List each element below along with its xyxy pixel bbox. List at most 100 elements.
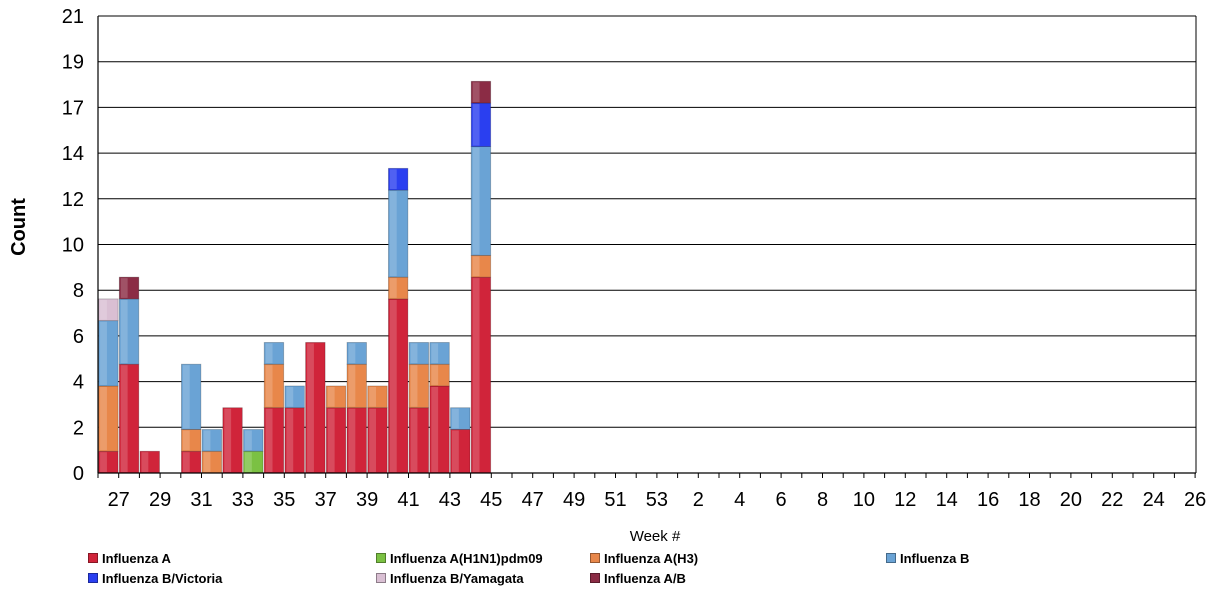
- x-tick-label: 12: [894, 489, 916, 511]
- legend-swatch: [886, 553, 896, 563]
- bar-highlight: [203, 430, 211, 451]
- bar-highlight: [452, 408, 459, 429]
- y-tick-label: 8: [73, 280, 84, 302]
- bar-segment: [387, 167, 409, 191]
- legend-item: Influenza A(H3): [590, 548, 698, 568]
- x-tick-label: 18: [1018, 489, 1040, 511]
- y-tick-label: 21: [62, 6, 84, 28]
- bar-highlight: [348, 343, 356, 364]
- x-tick-label: 24: [1143, 489, 1165, 511]
- x-tick-label: 4: [734, 489, 745, 511]
- bar-highlight: [472, 82, 480, 103]
- bar-segment: [243, 429, 264, 452]
- bar-highlight: [369, 408, 377, 472]
- bar-highlight: [431, 365, 439, 385]
- x-tick-label: 6: [776, 489, 787, 511]
- bar-highlight: [472, 256, 480, 277]
- legend-item: Influenza B/Victoria: [88, 568, 222, 588]
- bar-segment: [408, 342, 430, 365]
- bar-highlight: [472, 147, 480, 255]
- bar-segment: [429, 342, 450, 365]
- bar-highlight: [100, 386, 107, 451]
- x-tick-label: 53: [646, 489, 668, 511]
- x-tick-label: 47: [522, 489, 544, 511]
- bar-highlight: [182, 365, 190, 429]
- bar-highlight: [265, 343, 273, 364]
- x-tick-label: 14: [936, 489, 958, 511]
- bar-highlight: [265, 408, 273, 472]
- legend-swatch: [88, 553, 98, 563]
- y-tick-label: 19: [62, 52, 84, 74]
- y-tick-label: 12: [62, 189, 84, 211]
- bar-segment: [367, 385, 388, 409]
- bar-segment: [118, 276, 140, 300]
- bar-segment: [201, 429, 223, 452]
- y-tick-label: 10: [62, 235, 84, 257]
- bar-segment: [470, 102, 492, 147]
- bar-segment: [325, 385, 347, 409]
- legend-label: Influenza B/Yamagata: [390, 570, 524, 586]
- bar-highlight: [286, 386, 294, 407]
- legend-item: Influenza B/Yamagata: [376, 568, 524, 588]
- bar-highlight: [452, 430, 459, 472]
- x-tick-label: 27: [108, 489, 130, 511]
- legend-item: Influenza A: [88, 548, 171, 568]
- bar-highlight: [410, 408, 418, 472]
- bar-segment: [387, 189, 409, 278]
- bar-highlight: [327, 408, 335, 472]
- legend-swatch: [590, 573, 600, 583]
- x-tick-label: 45: [480, 489, 502, 511]
- bar-highlight: [472, 278, 480, 472]
- legend-label: Influenza A/B: [604, 570, 686, 586]
- bar-highlight: [245, 452, 252, 472]
- bar-segment: [263, 363, 285, 409]
- axes: [97, 16, 1197, 478]
- bar-segment: [263, 342, 285, 365]
- legend-swatch: [88, 573, 98, 583]
- bar-highlight: [245, 430, 252, 451]
- legend-label: Influenza A: [102, 550, 171, 566]
- bars: [98, 80, 492, 474]
- y-tick-label: 14: [62, 143, 84, 165]
- bar-highlight: [120, 278, 128, 298]
- bar-highlight: [265, 365, 273, 407]
- bar-highlight: [348, 408, 356, 472]
- bar-segment: [408, 363, 430, 409]
- bar-highlight: [182, 430, 190, 451]
- x-tick-label: 22: [1101, 489, 1123, 511]
- x-tick-label: 39: [356, 489, 378, 511]
- legend-label: Influenza B: [900, 550, 970, 566]
- x-tick-label: 29: [149, 489, 171, 511]
- bar-segment: [450, 407, 471, 430]
- bar-highlight: [286, 408, 294, 472]
- legend: Influenza A Influenza A(H1N1)pdm09 Influen…: [88, 548, 1198, 590]
- bar-highlight: [120, 365, 128, 472]
- x-tick-label: 51: [604, 489, 626, 511]
- bar-highlight: [410, 343, 418, 364]
- bar-highlight: [100, 321, 107, 385]
- bar-segment: [470, 80, 492, 104]
- x-tick-label: 8: [817, 489, 828, 511]
- x-tick-label: 2: [693, 489, 704, 511]
- x-tick-label: 20: [1060, 489, 1082, 511]
- x-tick-label: 43: [439, 489, 461, 511]
- legend-label: Influenza B/Victoria: [102, 570, 223, 586]
- x-axis-label: Week #: [630, 528, 681, 545]
- x-tick-label: 41: [397, 489, 419, 511]
- y-tick-label: 4: [73, 372, 84, 394]
- legend-label: Influenza A(H1N1)pdm09: [390, 550, 543, 566]
- legend-item: Influenza A(H1N1)pdm09: [376, 548, 543, 568]
- y-tick-label: 17: [62, 97, 84, 119]
- legend-swatch: [590, 553, 600, 563]
- y-tick-labels: 0 2 4 6 8 10 12 14 17 19 21: [62, 6, 84, 485]
- x-tick-label: 49: [563, 489, 585, 511]
- legend-item: Influenza A/B: [590, 568, 686, 588]
- x-tick-label: 37: [315, 489, 337, 511]
- bar-highlight: [389, 169, 397, 190]
- y-tick-label: 6: [73, 326, 84, 348]
- bar-highlight: [389, 191, 397, 277]
- legend-swatch: [376, 553, 386, 563]
- bar-segment: [180, 363, 202, 430]
- x-tick-label: 31: [190, 489, 212, 511]
